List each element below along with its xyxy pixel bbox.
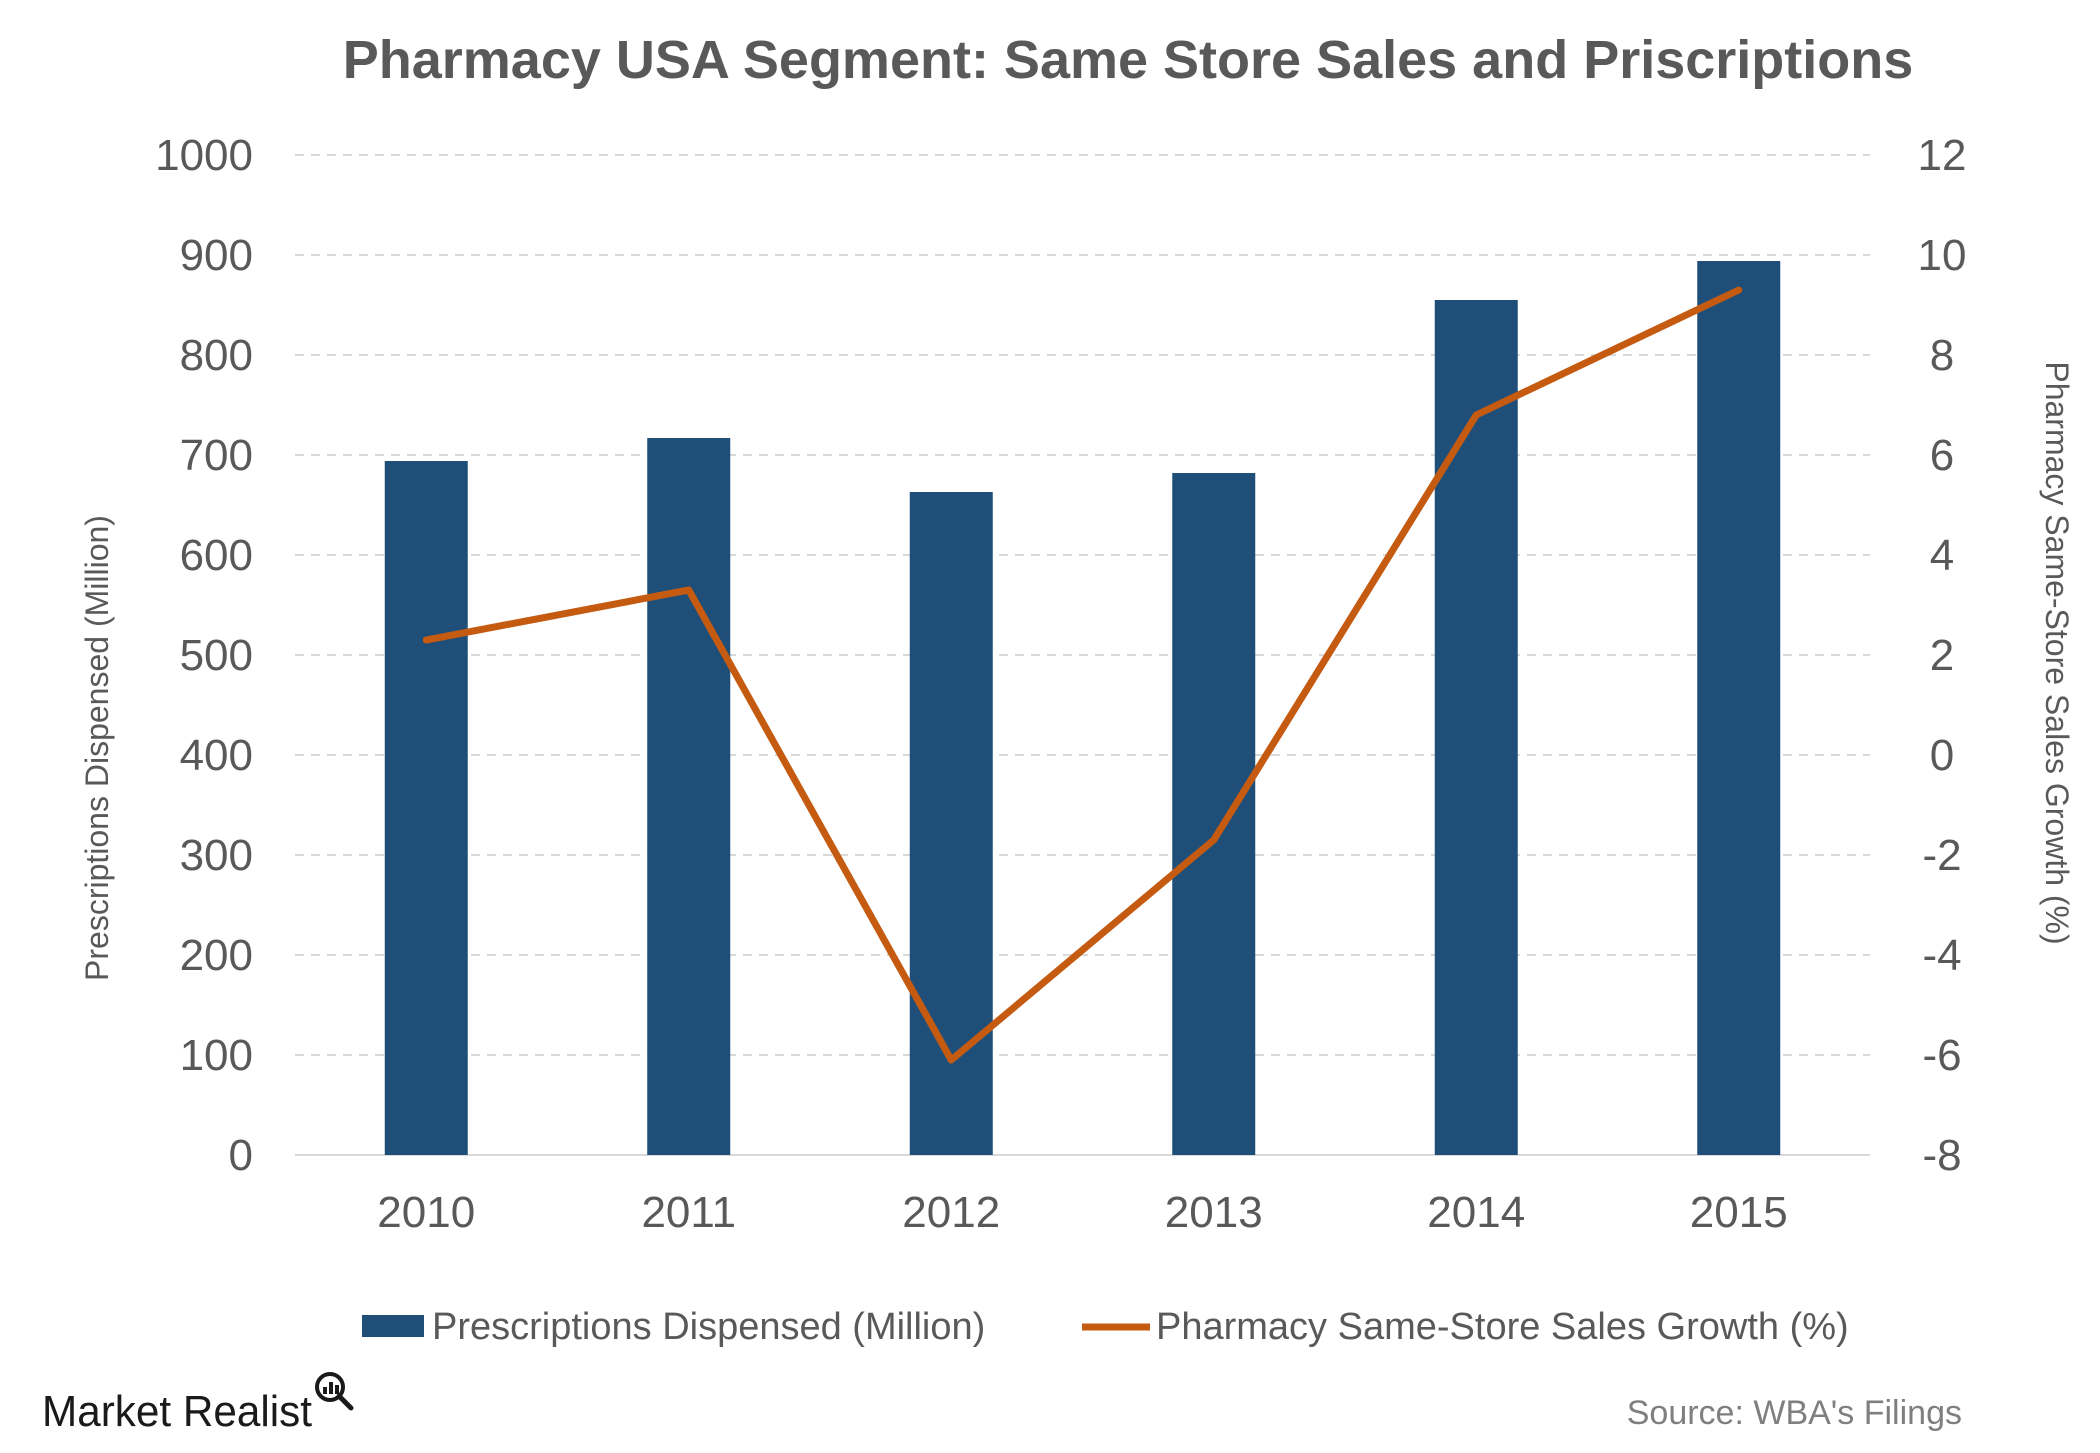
bar: [1434, 300, 1518, 1155]
x-tick-label: 2011: [641, 1188, 736, 1237]
legend-swatch-bars: [362, 1315, 424, 1337]
y2-tick-label: 0: [1930, 731, 1954, 780]
y2-tick-label: 10: [1918, 231, 1967, 280]
source-note: Source: WBA's Filings: [1627, 1394, 1962, 1432]
y-tick-label: 500: [180, 631, 253, 680]
magnifier-icon: [315, 1372, 354, 1411]
chart-title: Pharmacy USA Segment: Same Store Sales a…: [343, 30, 1914, 90]
y-tick-label: 200: [180, 931, 253, 980]
legend-label-bars: Prescriptions Dispensed (Million): [432, 1306, 985, 1348]
line-point: [1735, 287, 1742, 293]
y-axis-title: Prescriptions Dispensed (Million): [79, 515, 115, 981]
y2-axis-ticks: -8 -6 -4 -2 0 2 4 6 8 10 12: [1918, 131, 1967, 1180]
x-tick-label: 2010: [377, 1188, 475, 1237]
y-tick-label: 300: [180, 831, 253, 880]
y-tick-label: 600: [180, 531, 253, 580]
y2-tick-label: 8: [1930, 331, 1954, 380]
line-point: [423, 637, 430, 643]
line-point: [1473, 412, 1480, 418]
x-tick-label: 2015: [1690, 1188, 1788, 1237]
y2-tick-label: -4: [1922, 931, 1961, 980]
line-point: [685, 587, 692, 593]
gridlines: [295, 154, 1870, 1156]
y2-axis-title: Pharmacy Same-Store Sales Growth (%): [2039, 361, 2075, 944]
y-tick-label: 0: [229, 1131, 253, 1180]
bar: [384, 461, 468, 1155]
x-tick-label: 2013: [1165, 1188, 1263, 1237]
y2-tick-label: 12: [1918, 131, 1967, 180]
y-tick-label: 100: [180, 1031, 253, 1080]
bar: [1172, 473, 1256, 1155]
y2-tick-label: -2: [1922, 831, 1961, 880]
y-tick-label: 800: [180, 331, 253, 380]
y2-tick-label: 6: [1930, 431, 1954, 480]
y-tick-label: 900: [180, 231, 253, 280]
x-axis-ticks: 2010 2011 2012 2013 2014 2015: [377, 1188, 1787, 1237]
bar-series: [384, 261, 1781, 1155]
legend-label-line: Pharmacy Same-Store Sales Growth (%): [1156, 1306, 1849, 1348]
y2-tick-label: -8: [1922, 1131, 1961, 1180]
brand-name: Market Realist: [42, 1387, 312, 1436]
line-point: [948, 1057, 955, 1063]
line-point: [1210, 837, 1217, 843]
series-line: [422, 286, 1743, 1064]
brand-logo: Market Realist: [42, 1372, 354, 1436]
y-axis-ticks: 0 100 200 300 400 500 600 700 800 900 1000: [155, 131, 253, 1180]
y2-tick-label: -6: [1922, 1031, 1961, 1080]
y-tick-label: 1000: [155, 131, 253, 180]
bar: [647, 438, 731, 1155]
x-tick-label: 2014: [1427, 1188, 1525, 1237]
y-tick-label: 400: [180, 731, 253, 780]
bar: [1697, 261, 1781, 1155]
bar: [909, 492, 993, 1155]
legend: Prescriptions Dispensed (Million) Pharma…: [362, 1306, 1849, 1348]
x-tick-label: 2012: [902, 1188, 1000, 1237]
y2-tick-label: 4: [1930, 531, 1954, 580]
line-series: [422, 286, 1743, 1064]
y2-tick-label: 2: [1930, 631, 1954, 680]
y-tick-label: 700: [180, 431, 253, 480]
